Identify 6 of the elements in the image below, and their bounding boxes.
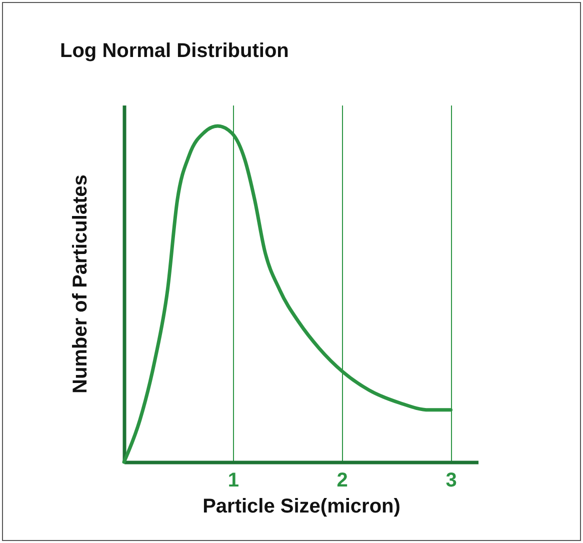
chart-title: Log Normal Distribution xyxy=(60,40,289,62)
x-tick-label: 2 xyxy=(336,470,348,492)
x-axis-title: Particle Size(micron) xyxy=(202,496,400,518)
x-tick-label: 1 xyxy=(228,470,239,492)
x-tick-label: 3 xyxy=(446,470,457,492)
y-axis-title: Number of Particulates xyxy=(70,174,92,394)
